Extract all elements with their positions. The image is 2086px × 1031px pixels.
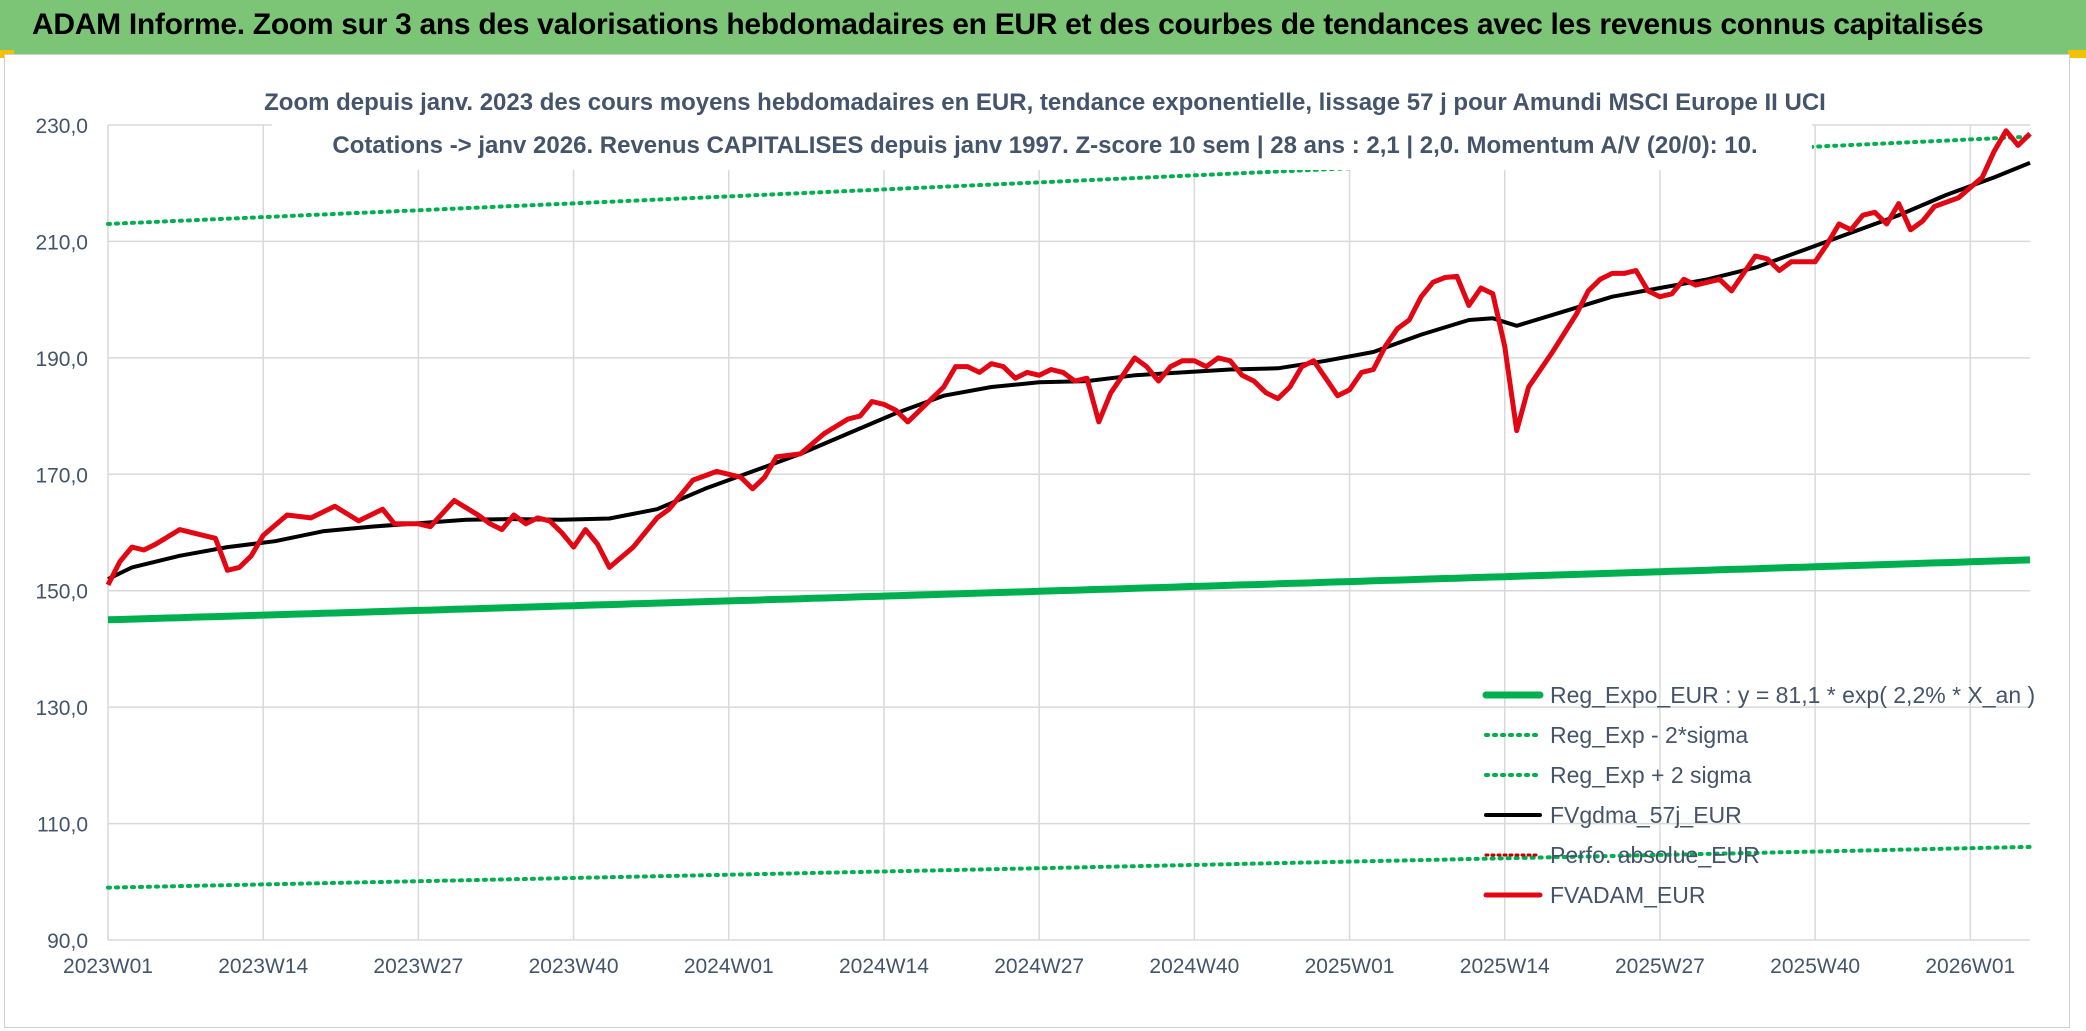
x-tick-label: 2025W14 bbox=[1460, 955, 1550, 978]
banner-accent-right bbox=[2068, 50, 2086, 58]
y-tick-label: 170,0 bbox=[35, 464, 88, 487]
y-tick-label: 210,0 bbox=[35, 231, 88, 254]
x-tick-label: 2025W40 bbox=[1770, 955, 1860, 978]
y-tick-label: 230,0 bbox=[35, 115, 88, 138]
header-title: ADAM Informe. Zoom sur 3 ans des valoris… bbox=[32, 8, 1984, 41]
y-tick-label: 190,0 bbox=[35, 348, 88, 371]
x-tick-label: 2023W27 bbox=[373, 955, 463, 978]
chart-title-box bbox=[272, 78, 1812, 170]
y-tick-label: 90,0 bbox=[47, 930, 88, 953]
legend-label-reg-expo: Reg_Expo_EUR : y = 81,1 * exp( 2,2% * X_… bbox=[1550, 682, 2035, 708]
x-tick-label: 2024W01 bbox=[684, 955, 774, 978]
x-tick-label: 2023W40 bbox=[529, 955, 619, 978]
legend-label-adam: FVADAM_EUR bbox=[1550, 882, 1706, 908]
header-banner: ADAM Informe. Zoom sur 3 ans des valoris… bbox=[0, 0, 2086, 56]
x-tick-label: 2023W01 bbox=[63, 955, 153, 978]
legend-label-sigma-plus: Reg_Exp + 2 sigma bbox=[1550, 762, 1752, 788]
y-tick-label: 150,0 bbox=[35, 581, 88, 604]
x-tick-label: 2023W14 bbox=[218, 955, 308, 978]
series-reg-expo-line bbox=[107, 556, 2031, 624]
legend-label-perfo: Perfo. absolue_EUR bbox=[1550, 842, 1760, 868]
chart-title: Zoom depuis janv. 2023 des cours moyens … bbox=[264, 89, 1826, 116]
series-sigma-minus-line bbox=[106, 844, 2032, 890]
x-tick-label: 2025W01 bbox=[1305, 955, 1395, 978]
chart-subtitle: Cotations -> janv 2026. Revenus CAPITALI… bbox=[332, 132, 1757, 159]
series-adam-line bbox=[105, 128, 2032, 587]
y-tick-label: 110,0 bbox=[37, 814, 88, 837]
legend-label-gdma: FVgdma_57j_EUR bbox=[1550, 802, 1742, 828]
x-tick-label: 2025W27 bbox=[1615, 955, 1705, 978]
x-tick-label: 2024W40 bbox=[1149, 955, 1239, 978]
x-tick-label: 2024W14 bbox=[839, 955, 929, 978]
x-tick-label: 2024W27 bbox=[994, 955, 1084, 978]
legend-label-sigma-minus: Reg_Exp - 2*sigma bbox=[1550, 722, 1748, 748]
x-tick-label: 2026W01 bbox=[1925, 955, 2015, 978]
series-gdma-line bbox=[107, 160, 2031, 581]
chart-panel bbox=[4, 54, 2070, 1028]
y-tick-label: 130,0 bbox=[35, 697, 88, 720]
